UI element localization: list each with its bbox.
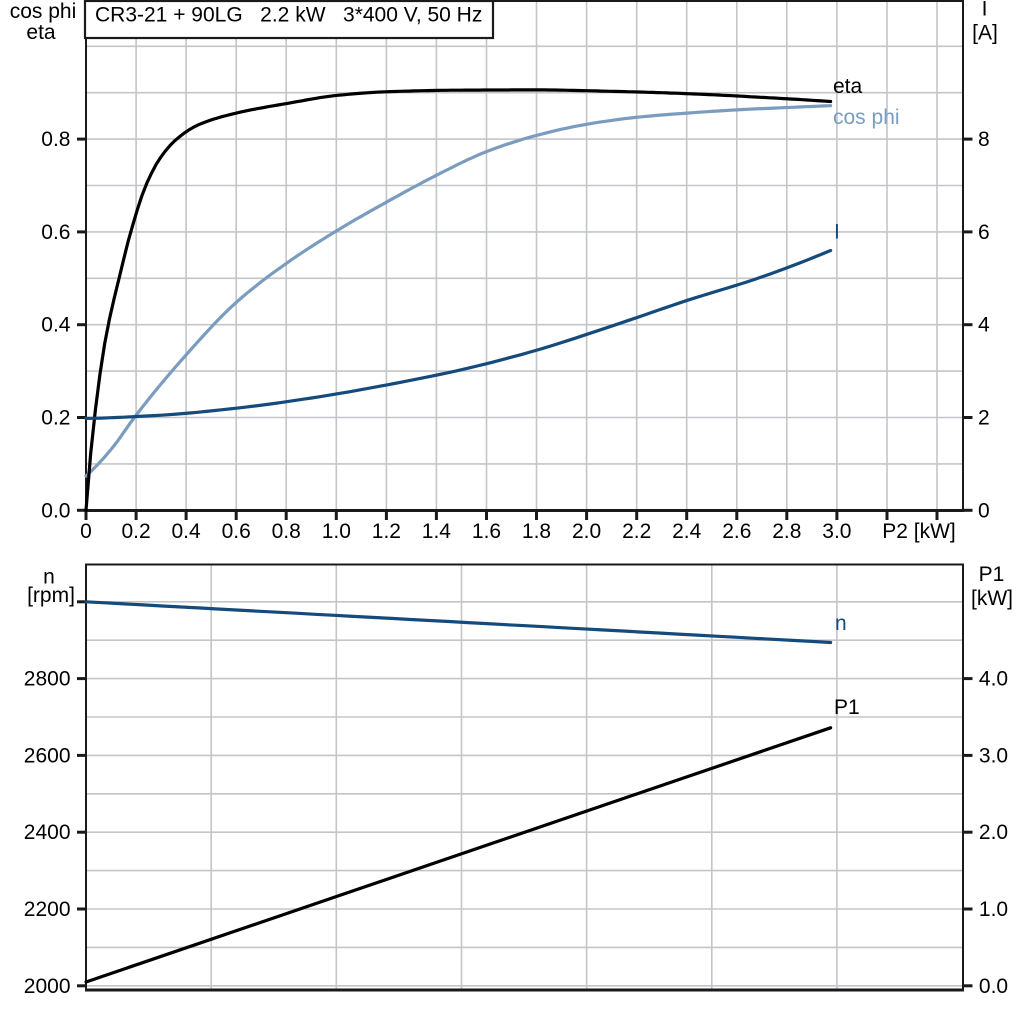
svg-text:4.0: 4.0 (979, 668, 1008, 691)
svg-text:cos phi: cos phi (10, 0, 77, 23)
svg-text:0.4: 0.4 (41, 314, 71, 337)
svg-text:0.0: 0.0 (41, 499, 70, 522)
svg-text:1.0: 1.0 (322, 520, 351, 543)
svg-text:0.8: 0.8 (272, 520, 301, 543)
svg-text:0.6: 0.6 (41, 221, 70, 244)
svg-text:[kW]: [kW] (971, 587, 1013, 610)
svg-text:2: 2 (978, 407, 990, 430)
svg-text:0.6: 0.6 (222, 520, 251, 543)
svg-text:eta: eta (833, 75, 863, 98)
svg-text:2200: 2200 (24, 898, 71, 921)
svg-text:4: 4 (978, 314, 990, 337)
svg-text:2.4: 2.4 (672, 520, 702, 543)
svg-text:[rpm]: [rpm] (27, 584, 75, 607)
svg-text:1.4: 1.4 (422, 520, 452, 543)
svg-text:eta: eta (26, 21, 56, 44)
svg-text:2.8: 2.8 (772, 520, 801, 543)
svg-text:1.6: 1.6 (472, 520, 501, 543)
svg-text:CR3-21 + 90LG 2.2 kW 3*400: CR3-21 + 90LG 2.2 kW 3*400 V, 50 Hz (95, 4, 482, 27)
svg-text:2800: 2800 (24, 668, 71, 691)
svg-text:2400: 2400 (24, 821, 71, 844)
svg-text:2.6: 2.6 (722, 520, 751, 543)
svg-text:1.2: 1.2 (372, 520, 401, 543)
svg-text:0: 0 (80, 520, 92, 543)
svg-text:P1: P1 (979, 563, 1005, 586)
svg-text:0.2: 0.2 (121, 520, 150, 543)
svg-text:1.8: 1.8 (522, 520, 551, 543)
svg-text:0: 0 (978, 499, 990, 522)
svg-text:n: n (835, 612, 847, 635)
svg-text:3.0: 3.0 (822, 520, 851, 543)
svg-text:cos phi: cos phi (833, 106, 900, 129)
svg-text:P1: P1 (834, 696, 860, 719)
svg-text:1.0: 1.0 (979, 898, 1008, 921)
svg-text:I: I (834, 221, 840, 244)
svg-text:2600: 2600 (24, 744, 71, 767)
svg-text:[A]: [A] (972, 22, 998, 45)
svg-text:0.0: 0.0 (979, 975, 1008, 998)
svg-text:P2 [kW]: P2 [kW] (882, 520, 956, 543)
svg-text:3.0: 3.0 (979, 744, 1008, 767)
svg-text:2.0: 2.0 (572, 520, 601, 543)
svg-text:2.0: 2.0 (979, 821, 1008, 844)
svg-text:0.8: 0.8 (41, 128, 70, 151)
svg-text:6: 6 (978, 221, 990, 244)
svg-text:2.2: 2.2 (622, 520, 651, 543)
svg-text:8: 8 (978, 128, 990, 151)
svg-text:0.4: 0.4 (171, 520, 201, 543)
svg-text:I: I (982, 0, 988, 21)
svg-text:n: n (43, 566, 55, 589)
svg-text:0.2: 0.2 (41, 407, 70, 430)
svg-text:2000: 2000 (24, 975, 71, 998)
